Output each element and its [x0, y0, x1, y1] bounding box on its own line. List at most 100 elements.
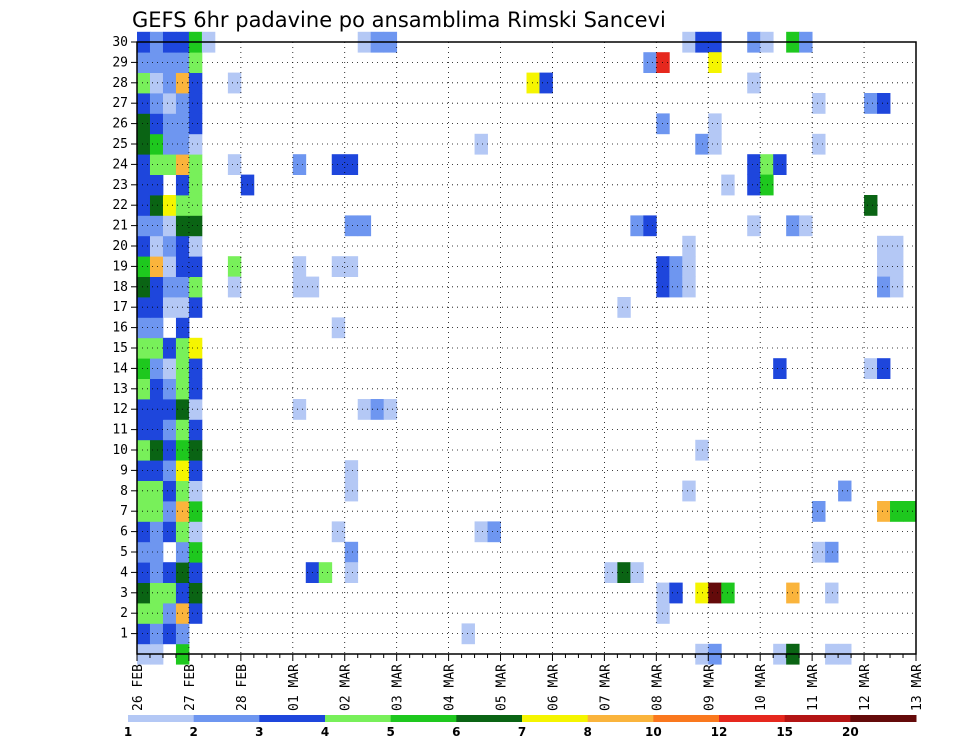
legend-label: 12 — [711, 725, 728, 739]
legend-label: 4 — [321, 725, 329, 739]
heatmap-cell — [656, 52, 670, 73]
heatmap-cell — [877, 358, 891, 379]
x-tick-label: 10 MAR — [754, 664, 769, 711]
heatmap-cell — [188, 93, 203, 114]
heatmap-cell — [877, 93, 891, 114]
heatmap-cell — [188, 72, 203, 94]
x-axis-ticks: 26 FEB 27 FEB 28 FEB 01 MAR 02 MAR 03 MAR 04 M… — [131, 654, 925, 711]
heatmap-cell — [162, 460, 177, 481]
legend-label: 10 — [645, 725, 662, 739]
heatmap-cell — [695, 133, 709, 155]
heatmap-cell — [188, 113, 203, 135]
heatmap-cell — [877, 276, 891, 298]
legend-swatch — [325, 715, 392, 722]
heatmap-cell — [773, 154, 787, 175]
legend-label: 7 — [518, 725, 526, 739]
y-tick-label: 9 — [120, 463, 128, 478]
legend-label: 2 — [189, 725, 197, 739]
heatmap-cell — [149, 72, 164, 94]
heatmap-cell — [137, 317, 151, 339]
heatmap-cell — [188, 562, 203, 583]
heatmap-cell — [461, 623, 475, 645]
legend-swatch — [456, 715, 523, 722]
heatmap-cell — [149, 174, 164, 196]
heatmap-cell — [137, 521, 151, 543]
x-tick-label: 26 FEB — [131, 664, 146, 711]
heatmap-cell — [877, 256, 891, 277]
heatmap-cell — [149, 460, 164, 481]
heatmap-cell — [890, 235, 904, 257]
heatmap-cell — [149, 195, 164, 216]
heatmap-cell — [188, 358, 203, 379]
heatmap-cell — [877, 235, 891, 257]
heatmap-cell — [682, 480, 696, 502]
heatmap-cell — [656, 276, 670, 298]
legend-swatch — [850, 715, 917, 722]
y-tick-label: 18 — [112, 280, 128, 295]
heatmap-cell — [137, 582, 151, 604]
heatmap-cell — [656, 256, 670, 277]
heatmap-cell — [188, 603, 203, 624]
heatmap-cell — [747, 154, 761, 175]
heatmap-cell — [760, 174, 774, 196]
heatmap-cell — [149, 439, 164, 461]
heatmap-cell — [149, 480, 164, 502]
heatmap-cell — [357, 399, 372, 420]
heatmap-cell — [812, 93, 826, 114]
y-tick-label: 3 — [120, 586, 128, 601]
heatmap-cell — [188, 133, 203, 155]
y-tick-label: 2 — [120, 606, 128, 621]
heatmap-cell — [773, 358, 787, 379]
heatmap-cell — [864, 195, 878, 216]
heatmap-cell — [890, 276, 904, 298]
legend-swatch — [587, 715, 654, 722]
heatmap-cell — [188, 541, 203, 563]
heatmap-cell — [149, 562, 164, 583]
legend-label: 8 — [583, 725, 591, 739]
heatmap-cell — [137, 52, 151, 73]
heatmap-cell — [747, 72, 761, 94]
x-tick-label: 12 MAR — [858, 664, 873, 711]
legend-swatch — [719, 715, 786, 722]
heatmap-cell — [292, 276, 307, 298]
heatmap-cell — [188, 419, 203, 441]
heatmap-cell — [162, 52, 177, 73]
heatmap-cell — [149, 501, 164, 522]
heatmap-cell — [149, 154, 164, 175]
heatmap-cell — [149, 399, 164, 420]
heatmap-cell — [877, 501, 891, 522]
heatmap-cell — [137, 276, 151, 298]
heatmap-cell — [344, 562, 359, 583]
heatmap-cell — [188, 399, 203, 420]
legend-swatch — [653, 715, 720, 722]
heatmap-cell — [149, 378, 164, 400]
heatmap-cell — [227, 154, 242, 175]
heatmap-cell — [539, 72, 553, 94]
heatmap-cell — [682, 276, 696, 298]
heatmap-cell — [162, 562, 177, 583]
heatmap-cell — [162, 72, 177, 94]
y-tick-label: 13 — [112, 382, 128, 397]
heatmap-cell — [526, 72, 540, 94]
heatmap-cell — [162, 154, 177, 175]
heatmap-cell — [890, 501, 904, 522]
heatmap-cell — [162, 480, 177, 502]
y-tick-label: 22 — [112, 198, 128, 213]
heatmap-cell — [188, 582, 203, 604]
color-legend: 1 2 3 4 5 6 7 8 10 12 15 20 — [124, 715, 917, 739]
y-tick-label: 28 — [112, 76, 128, 91]
heatmap-cell — [383, 399, 398, 420]
x-tick-label: 02 MAR — [339, 664, 354, 711]
heatmap-cell — [162, 195, 177, 216]
heatmap-cell — [188, 174, 203, 196]
y-tick-label: 30 — [112, 35, 128, 50]
heatmap-cell — [604, 562, 618, 583]
heatmap-cell — [188, 378, 203, 400]
x-tick-label: 04 MAR — [443, 664, 458, 711]
x-tick-label: 09 MAR — [702, 664, 717, 711]
heatmap-cell — [137, 337, 151, 359]
heatmap-cell — [292, 154, 307, 175]
heatmap-cell — [682, 235, 696, 257]
heatmap-cell — [149, 93, 164, 114]
heatmap-cell — [656, 582, 670, 604]
